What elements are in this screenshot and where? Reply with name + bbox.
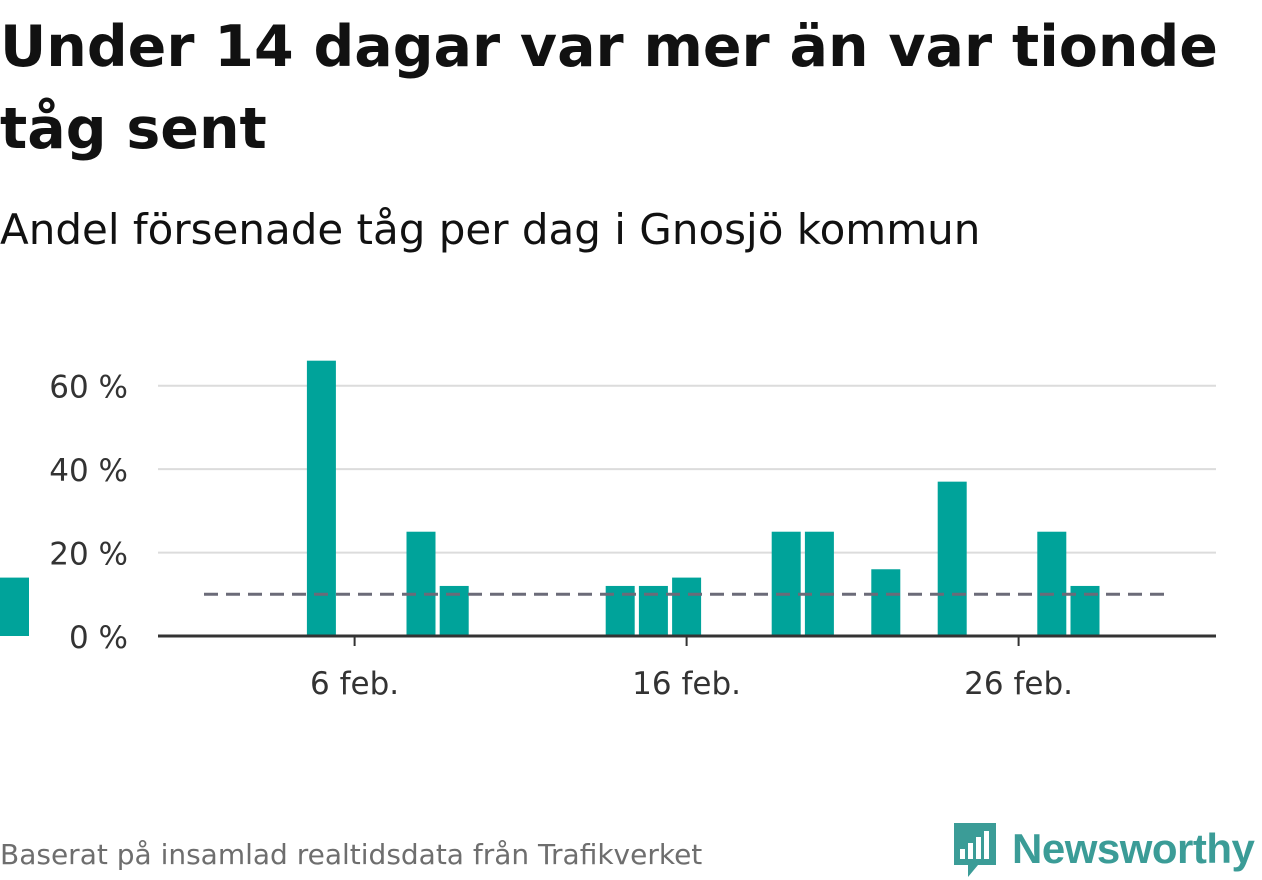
x-tick-label: 6 feb. <box>310 666 399 702</box>
bar <box>937 481 967 636</box>
bar <box>0 577 29 636</box>
bar <box>871 569 901 636</box>
y-tick-label: 0 % <box>69 620 128 656</box>
bar <box>771 531 801 636</box>
brand-name: Newsworthy <box>1012 825 1255 872</box>
y-tick-label: 20 % <box>49 537 128 573</box>
y-tick-label: 40 % <box>49 453 128 489</box>
bar-chart-speech-bubble-icon <box>954 823 996 877</box>
bar-chart: 0 % 20 % 40 % 60 % 6 feb. 16 feb. 26 feb. <box>0 360 1216 702</box>
x-tick-label: 16 feb. <box>632 666 741 702</box>
bar <box>306 360 336 636</box>
chart-title: Under 14 dagar var mer än var tionde tåg… <box>0 14 1218 162</box>
chart-subtitle: Andel försenade tåg per dag i Gnosjö kom… <box>0 205 981 254</box>
x-tick-label: 26 feb. <box>964 666 1073 702</box>
bar <box>1037 531 1067 636</box>
bar <box>406 531 436 636</box>
bar <box>804 531 834 636</box>
bar <box>672 577 702 636</box>
newsworthy-logo: Newsworthy <box>950 818 1255 880</box>
y-tick-label: 60 % <box>49 370 128 406</box>
source-note: Baserat på insamlad realtidsdata från Tr… <box>0 838 703 871</box>
